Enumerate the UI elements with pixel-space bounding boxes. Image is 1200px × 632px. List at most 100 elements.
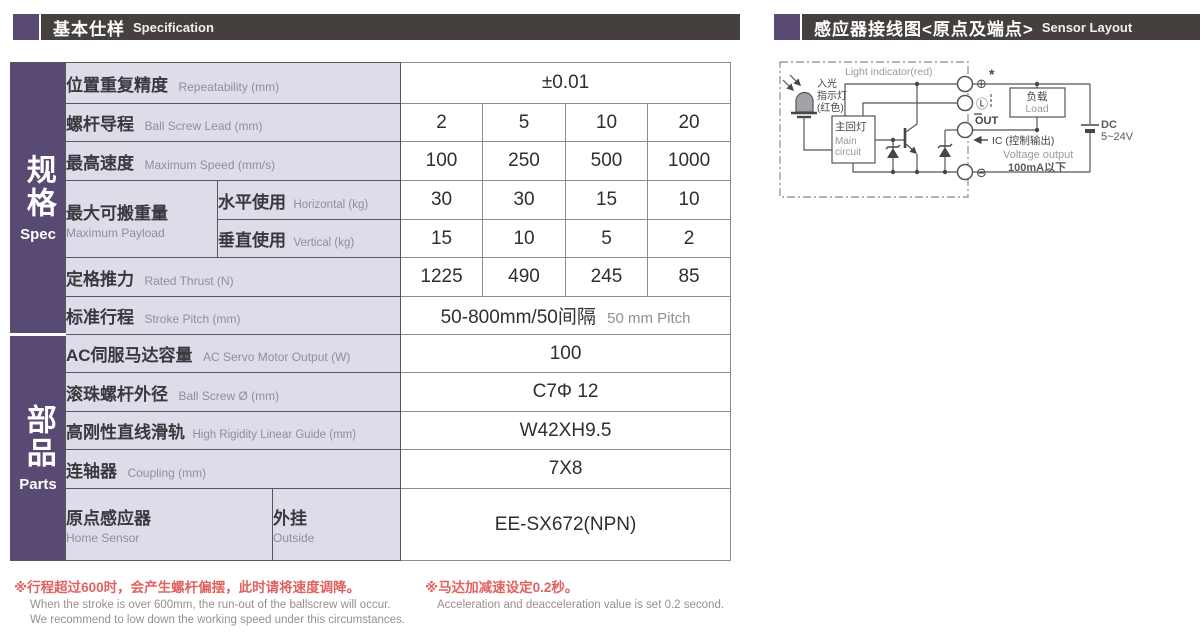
label-ball-screw-lead: 螺杆导程 Ball Screw Lead (mm) (64, 103, 402, 142)
label-servo-en: AC Servo Motor Output (W) (203, 350, 351, 364)
value-lead-1: 2 (400, 103, 484, 142)
main-circuit-label-en-2: circuit (835, 147, 861, 158)
ground-internal-wire (852, 163, 957, 173)
label-horizontal-en: Horizontal (kg) (293, 198, 369, 211)
label-coupling: 连轴器 Coupling (mm) (64, 449, 402, 489)
footnote-acceleration-zh: ※马达加减速设定0.2秒。 (425, 580, 579, 595)
section-parts: 部品 Parts (10, 333, 66, 561)
label-guide-en: High Rigidity Linear Guide (mm) (192, 429, 357, 441)
led-wire (803, 117, 832, 151)
section-parts-label-en: Parts (19, 475, 57, 493)
label-thrust-zh: 定格推力 (66, 269, 134, 289)
spec-header-title-zh: 基本仕样 (53, 19, 125, 39)
footnote-stroke-en-1: When the stroke is over 600mm, the run-o… (30, 599, 391, 611)
label-home-sensor-en: Home Sensor (66, 531, 140, 545)
junction-dot (890, 137, 896, 143)
plus-internal-wire (844, 83, 957, 116)
dc-voltage-label: 5~24V (1101, 131, 1134, 143)
label-home-sensor-zh: 原点感应器 (66, 509, 152, 528)
value-vertical-1: 15 (400, 219, 484, 258)
value-horizontal-2: 30 (482, 180, 567, 220)
footnote-acceleration-en: Acceleration and deacceleration value is… (437, 599, 725, 611)
ic-label: IC (控制输出) (992, 134, 1054, 147)
label-home-sensor-outside: 外挂 Outside (271, 488, 402, 561)
value-lead-4: 20 (647, 103, 732, 142)
label-repeatability-en: Repeatability (mm) (178, 79, 280, 94)
label-speed-zh: 最高速度 (66, 153, 134, 173)
footnote-stroke-en-2: We recommend to low down the working spe… (30, 614, 405, 626)
transistor-icon (903, 84, 918, 172)
section-parts-label-zh: 部品 (21, 403, 55, 470)
row-home-sensor: 原点感应器 Home Sensor 外挂 Outside EE-SX672(NP… (11, 488, 732, 561)
l-terminal-internal-wire (862, 102, 957, 116)
main-circuit-label-zh: 主回灯 (835, 121, 867, 133)
l-symbol: Ⓛ (976, 97, 988, 111)
sensor-header-bar: 感应器接线图<原点及端点> Sensor Layout (802, 14, 1200, 40)
asterisk-mark: * (989, 66, 995, 82)
row-servo-output: 部品 Parts AC伺服马达容量 AC Servo Motor Output … (10, 333, 732, 561)
value-stroke-zh: 50-800mm/50间隔 (440, 307, 596, 328)
label-coupling-en: Coupling (mm) (127, 465, 207, 480)
terminal-plus (956, 75, 974, 93)
light-ray-icon (789, 74, 802, 87)
junction-dot (890, 169, 896, 175)
label-payload-horizontal: 水平使用 Horizontal (kg) (216, 180, 402, 220)
label-lead-en: Ball Screw Lead (mm) (144, 119, 263, 133)
dc-label: DC (1101, 119, 1117, 131)
value-thrust-3: 245 (565, 257, 649, 297)
load-label-zh: 负载 (1027, 90, 1049, 103)
footnote-stroke: ※行程超过600时，会产生螺杆偏摆，此时请将速度调降。 When the str… (14, 576, 405, 628)
label-screw-od-en: Ball Screw Ø (mm) (178, 388, 280, 403)
label-payload-zh: 最大可搬重量 (66, 203, 169, 223)
label-repeatability: 位置重复精度 Repeatability (mm) (64, 62, 402, 104)
label-horizontal-zh: 水平使用 (218, 192, 286, 212)
junction-dot (1034, 81, 1040, 87)
main-circuit-box (831, 115, 876, 164)
label-max-payload: 最大可搬重量 Maximum Payload (65, 180, 218, 258)
value-home-sensor: EE-SX672(NPN) (400, 488, 732, 561)
label-repeatability-zh: 位置重复精度 (66, 75, 168, 95)
row-rated-thrust: 定格推力 Rated Thrust (N) 1225 490 245 85 (11, 257, 732, 297)
value-speed-2: 250 (482, 141, 567, 181)
label-ball-screw-od: 滚珠螺杆外径 Ball Screw Ø (mm) (64, 372, 402, 412)
label-lead-zh: 螺杆导程 (66, 115, 134, 134)
section-spec-label-zh: 规格 (21, 153, 55, 220)
row-coupling: 连轴器 Coupling (mm) 7X8 (11, 449, 732, 489)
label-coupling-zh: 连轴器 (66, 461, 117, 481)
value-servo-output: 100 (400, 334, 732, 373)
label-payload-vertical: 垂直使用 Vertical (kg) (216, 219, 402, 258)
led-label-zh-3: (红色) (817, 101, 844, 114)
terminal-l (956, 94, 974, 112)
light-ray-icon (782, 79, 795, 92)
spec-table: 规格 Spec 位置重复精度 Repeatability (mm) ±0.01 … (10, 62, 732, 561)
value-ball-screw-od: C7Φ 12 (400, 372, 732, 412)
current-limit-label: 100mA以下 (1008, 161, 1066, 174)
row-ball-screw-od: 滚珠螺杆外径 Ball Screw Ø (mm) C7Φ 12 (11, 372, 732, 412)
label-vertical-zh: 垂直使用 (218, 231, 286, 250)
out-label: OUT (975, 115, 999, 127)
junction-dot (1034, 127, 1040, 133)
label-outside-en: Outside (273, 531, 315, 545)
label-thrust-en: Rated Thrust (N) (144, 273, 234, 288)
load-label-en: Load (1025, 103, 1049, 115)
row-linear-guide: 高刚性直线滑轨 High Rigidity Linear Guide (mm) … (11, 411, 732, 450)
label-servo-zh: AC伺服马达容量 (66, 346, 193, 365)
value-horizontal-4: 10 (647, 180, 732, 220)
row-payload-horizontal: 最大可搬重量 Maximum Payload 水平使用 Horizontal (… (11, 180, 732, 258)
value-lead-3: 10 (565, 103, 649, 142)
junction-dot (942, 169, 948, 175)
junction-dot (914, 81, 920, 87)
value-vertical-4: 2 (647, 219, 732, 258)
light-indicator-en-label: Light indicator(red) (845, 66, 933, 78)
spec-header-title-en: Specification (133, 19, 214, 35)
label-max-speed: 最高速度 Maximum Speed (mm/s) (64, 141, 402, 181)
value-vertical-3: 5 (565, 219, 649, 258)
value-horizontal-1: 30 (400, 180, 484, 220)
label-guide-zh: 高刚性直线滑轨 (66, 423, 185, 442)
label-screw-od-zh: 滚珠螺杆外径 (66, 384, 168, 404)
terminal-minus (956, 163, 974, 181)
spec-header-accent-square (13, 14, 39, 40)
label-payload-en: Maximum Payload (66, 225, 165, 240)
sensor-header-accent-square (774, 14, 800, 40)
row-stroke-pitch: 标准行程 Stroke Pitch (mm) 50-800mm/50间隔 50 … (11, 296, 732, 335)
